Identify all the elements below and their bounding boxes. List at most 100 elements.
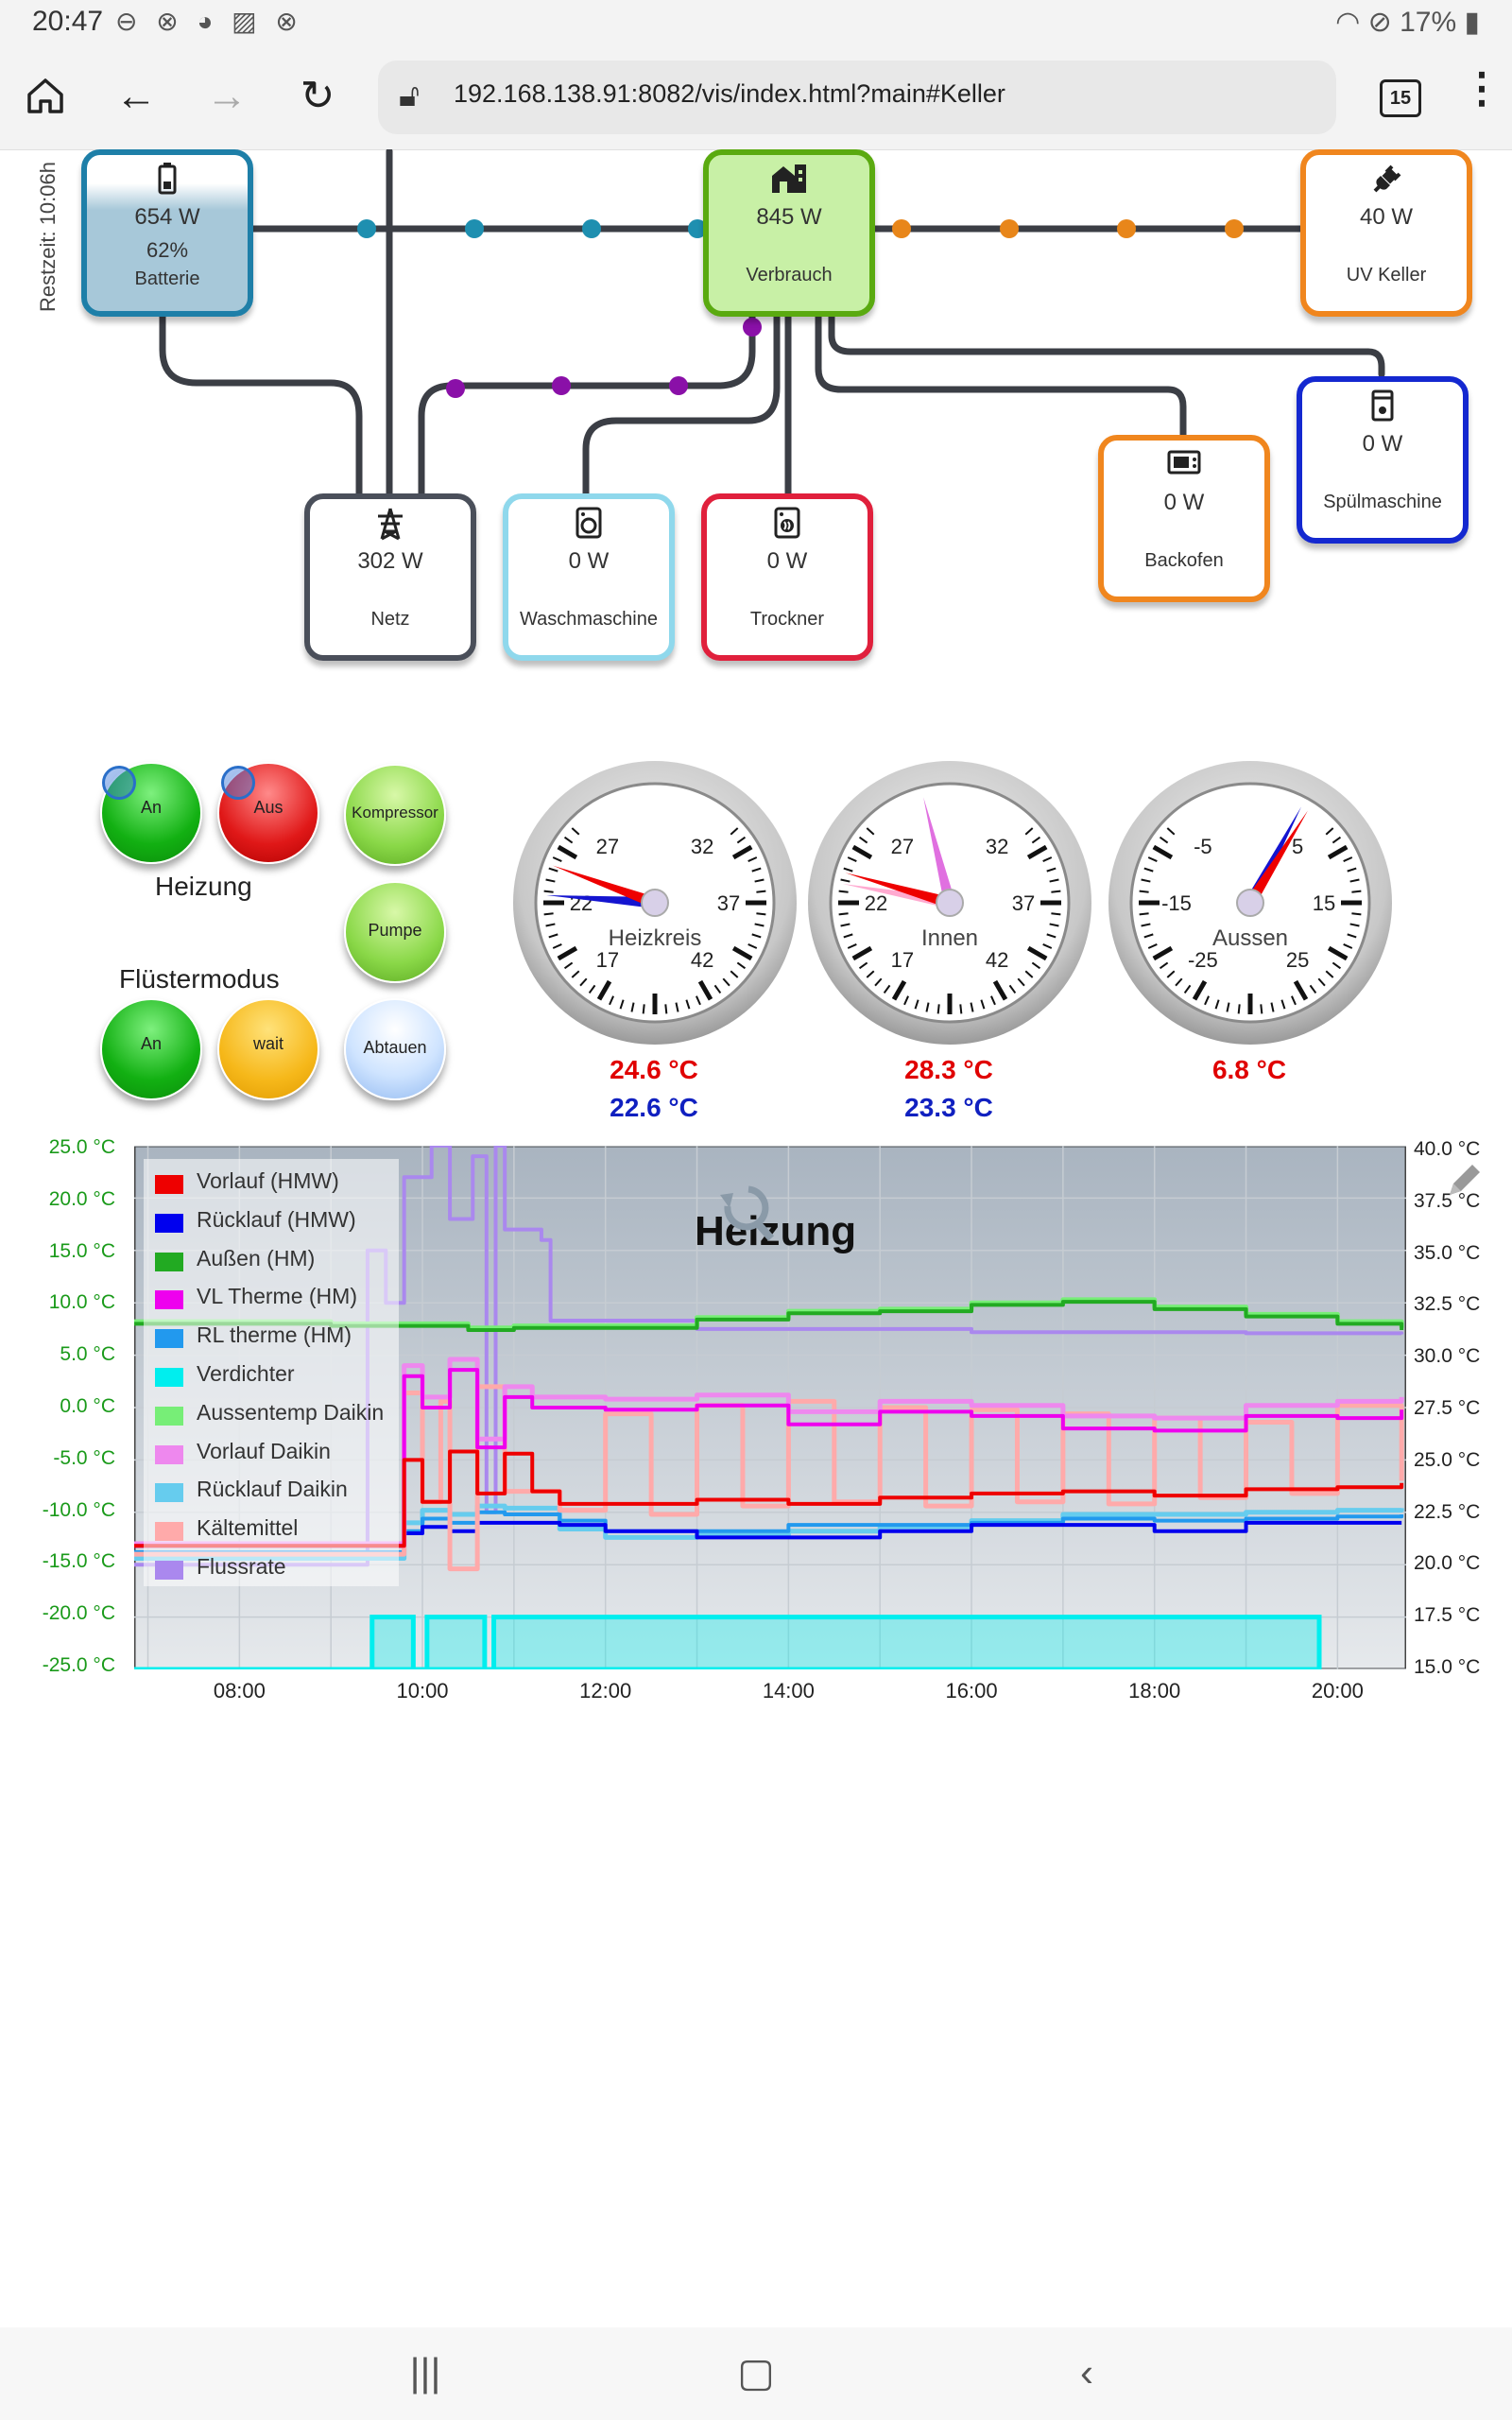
legend-label: Kältemittel xyxy=(197,1515,299,1541)
wifi-icon: ◠ xyxy=(1335,7,1361,38)
gauge-heizkreis: 22 27 32 37 42 17 Heizkreis xyxy=(508,756,801,1049)
system-nav-bar: ||| ▢ ‹ xyxy=(0,2327,1512,2420)
y-left-tick-label: -15.0 °C xyxy=(42,1550,115,1573)
chart-reset-zoom-icon[interactable] xyxy=(711,1178,777,1244)
uv-keller-box[interactable]: 40 W UV Keller xyxy=(1300,149,1472,317)
y-right-tick-label: 35.0 °C xyxy=(1414,1241,1481,1264)
y-left-tick-label: 25.0 °C xyxy=(48,1136,115,1158)
legend-swatch xyxy=(155,1213,183,1233)
legend-item[interactable]: Vorlauf (HMW) xyxy=(155,1167,401,1199)
legend-item[interactable]: Aussentemp Daikin xyxy=(155,1398,401,1430)
legend-item[interactable]: Verdichter xyxy=(155,1359,401,1392)
heizkreis-red-value: 24.6 °C xyxy=(610,1055,698,1084)
verbrauch-box[interactable]: 845 W Verbrauch xyxy=(703,149,875,317)
gauge-tick-label: 27 xyxy=(596,835,619,858)
status-time: 20:47 xyxy=(32,6,104,37)
recents-icon[interactable]: ||| xyxy=(409,2350,441,2394)
pumpe-indicator: Pumpe xyxy=(344,881,446,983)
battery-flow-dots xyxy=(357,219,707,238)
uv-keller-label: UV Keller xyxy=(1346,265,1427,285)
gauge-tick-label: 17 xyxy=(596,948,619,972)
gauge-tick-label: 25 xyxy=(1286,948,1309,972)
legend-label: Aussentemp Daikin xyxy=(197,1399,385,1425)
legend-item[interactable]: Rücklauf Daikin xyxy=(155,1475,401,1507)
legend-label: Außen (HM) xyxy=(197,1245,316,1270)
innen-red-value: 28.3 °C xyxy=(904,1055,993,1084)
gauge-tick-label: 17 xyxy=(891,948,914,972)
fluester-wait-button[interactable]: wait xyxy=(217,998,319,1100)
trockner-label: Trockner xyxy=(749,609,825,630)
insecure-lock-icon[interactable]: 🔓︎ xyxy=(399,78,421,113)
legend-item[interactable]: Außen (HM) xyxy=(155,1244,401,1276)
spuelmaschine-value: 0 W xyxy=(1362,431,1403,457)
legend-label: RL therme (HM) xyxy=(197,1322,352,1348)
gauge-tick-label: 22 xyxy=(570,891,593,915)
heizung-an-label: An xyxy=(140,798,163,817)
trockner-box[interactable]: 0 W Trockner xyxy=(701,493,873,661)
netz-box[interactable]: 302 W Netz xyxy=(304,493,476,661)
legend-item[interactable]: Flussrate xyxy=(155,1552,401,1584)
legend-item[interactable]: RL therme (HM) xyxy=(155,1321,401,1353)
home-nav-icon[interactable]: ▢ xyxy=(737,2350,775,2394)
waschmaschine-label: Waschmaschine xyxy=(520,609,658,630)
battery-icon: ▮ xyxy=(1464,7,1480,38)
gauge-tick-label: 15 xyxy=(1313,891,1335,915)
address-bar[interactable]: 🔓︎ 192.168.138.91:8082/vis/index.html?ma… xyxy=(378,60,1336,134)
backofen-box[interactable]: 0 W Backofen xyxy=(1098,435,1270,602)
gauge-innen: 22 27 32 37 42 17 Innen xyxy=(803,756,1096,1049)
house-icon xyxy=(709,163,869,197)
series-line xyxy=(134,1300,1404,1333)
menu-icon[interactable]: ⋮ xyxy=(1461,65,1503,112)
verbrauch-value: 845 W xyxy=(756,204,822,230)
y-left-tick-label: 20.0 °C xyxy=(48,1187,115,1210)
legend-item[interactable]: VL Therme (HM) xyxy=(155,1282,401,1314)
waschmaschine-box[interactable]: 0 W Waschmaschine xyxy=(503,493,675,661)
energy-flow-lines xyxy=(159,149,1385,499)
legend-swatch xyxy=(155,1406,183,1426)
innen-blue-value: 23.3 °C xyxy=(904,1093,993,1122)
series-line xyxy=(134,1520,1402,1548)
reload-icon[interactable]: ↻ xyxy=(300,73,335,119)
y-left-tick-label: -10.0 °C xyxy=(42,1498,115,1521)
batterie-box[interactable]: 654 W 62% Batterie xyxy=(81,149,253,317)
oven-icon xyxy=(1104,448,1264,482)
legend-label: Vorlauf (HMW) xyxy=(197,1168,339,1193)
chart-title: Heizung xyxy=(695,1208,857,1254)
status-bar: 20:47 ⊖ ⊗ ◕ ▨ ⊗ ◠ ⊘ 17% ▮ xyxy=(0,0,1512,45)
heizung-aus-marker xyxy=(221,766,255,800)
x-tick-label: 20:00 xyxy=(1311,1679,1364,1703)
x-tick-label: 18:00 xyxy=(1128,1679,1181,1703)
gauge-tick-label: 27 xyxy=(891,835,914,858)
uv-keller-value: 40 W xyxy=(1359,204,1413,230)
home-icon[interactable] xyxy=(17,68,74,125)
gauge-tick-label: 32 xyxy=(986,835,1008,858)
gauge-tick-label: 22 xyxy=(865,891,887,915)
legend-item[interactable]: Rücklauf (HMW) xyxy=(155,1205,401,1237)
y-left-tick-label: 5.0 °C xyxy=(60,1343,115,1366)
legend-swatch xyxy=(155,1252,183,1271)
legend-item[interactable]: Vorlauf Daikin xyxy=(155,1437,401,1469)
url-text[interactable]: 192.168.138.91:8082/vis/index.html?main#… xyxy=(454,79,1005,108)
kompressor-label: Kompressor xyxy=(352,804,438,821)
y-right-tick-label: 25.0 °C xyxy=(1414,1448,1481,1471)
spuelmaschine-box[interactable]: 0 W Spülmaschine xyxy=(1297,376,1469,544)
y-right-tick-label: 40.0 °C xyxy=(1414,1138,1481,1160)
x-tick-label: 14:00 xyxy=(762,1679,815,1703)
tab-switcher-button[interactable]: 15 xyxy=(1380,79,1421,117)
legend-label: Vorlauf Daikin xyxy=(197,1438,331,1463)
legend-swatch xyxy=(155,1329,183,1349)
x-tick-label: 16:00 xyxy=(945,1679,998,1703)
power-tower-icon xyxy=(310,507,471,541)
back-nav-icon[interactable]: ‹ xyxy=(1080,2350,1093,2394)
back-icon[interactable]: ← xyxy=(115,73,157,119)
forward-icon[interactable]: → xyxy=(206,73,248,119)
batterie-label: Batterie xyxy=(134,268,200,289)
heizung-group-label: Heizung xyxy=(155,872,252,901)
legend-item[interactable]: Kältemittel xyxy=(155,1513,401,1546)
x-tick-label: 10:00 xyxy=(396,1679,449,1703)
fluester-an-button[interactable]: An xyxy=(100,998,202,1100)
abtauen-indicator: Abtauen xyxy=(344,998,446,1100)
chart-edit-icon[interactable] xyxy=(1444,1159,1486,1201)
legend-swatch xyxy=(155,1561,183,1580)
legend-swatch xyxy=(155,1522,183,1542)
